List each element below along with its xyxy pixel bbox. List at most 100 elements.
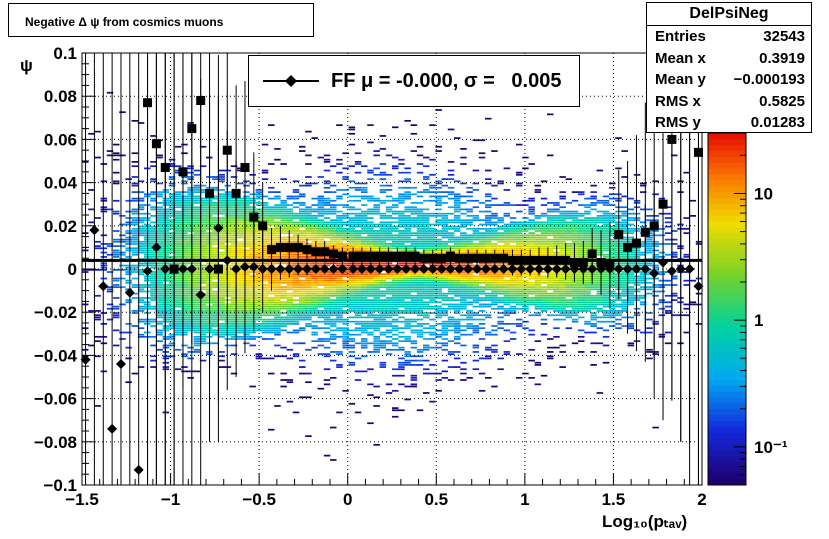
heat-cell (323, 225, 331, 228)
heat-cell (212, 243, 219, 245)
heat-cell (292, 307, 300, 310)
heat-cell (199, 340, 207, 343)
heat-cell (317, 262, 325, 265)
heat-cell (193, 184, 201, 187)
heat-cell (466, 210, 473, 213)
heat-cell (578, 247, 585, 250)
heat-cell (454, 299, 461, 301)
heat-cell (317, 215, 325, 217)
heat-cell (336, 215, 343, 217)
heat-cell (354, 292, 362, 295)
heat-cell (243, 184, 250, 187)
heat-cell (156, 269, 163, 271)
heat-cell (323, 243, 331, 245)
heat-cell (398, 286, 405, 289)
heat-cell (373, 208, 380, 211)
heat-cell (348, 262, 356, 265)
heat-cell (212, 329, 219, 332)
heat-cell (268, 320, 275, 323)
heat-cell (609, 251, 616, 254)
heat-cell (292, 234, 300, 237)
heat-cell (224, 184, 232, 187)
heat-cell (361, 301, 368, 304)
heat-cell (336, 204, 343, 206)
heat-cell (596, 392, 604, 394)
heat-cell (199, 223, 207, 226)
heat-cell (181, 297, 188, 299)
heat-cell (168, 176, 176, 178)
heat-cell (485, 223, 492, 226)
heat-cell (398, 374, 405, 377)
heat-cell (150, 227, 157, 230)
heat-cell (354, 182, 362, 185)
heat-cell (373, 286, 380, 289)
heat-cell (237, 327, 244, 330)
heat-cell (342, 305, 349, 308)
heat-cell (175, 230, 182, 232)
heat-cell (292, 253, 300, 256)
heat-cell (423, 217, 430, 219)
heat-cell (286, 256, 294, 258)
heat-cell (478, 247, 486, 250)
heat-cell (212, 256, 219, 258)
heat-cell (348, 361, 356, 364)
heat-cell (317, 227, 325, 230)
heat-cell (330, 184, 337, 187)
heat-cell (181, 236, 188, 239)
heat-cell (485, 195, 492, 198)
heat-cell (131, 271, 139, 273)
heat-cell (168, 344, 176, 347)
heat-cell (553, 208, 560, 211)
heat-cell (466, 240, 473, 243)
heat-cell (125, 243, 132, 245)
heat-cell (268, 223, 275, 226)
heat-cell (119, 111, 126, 114)
heat-cell (491, 333, 498, 336)
heat-cell (497, 225, 504, 228)
heat-cell (131, 217, 139, 219)
heat-cell (553, 238, 560, 241)
heat-cell (609, 249, 616, 252)
heat-cell (243, 281, 250, 284)
heat-cell (596, 234, 604, 237)
heat-cell (547, 208, 554, 211)
heat-cell (150, 307, 157, 310)
heat-cell (299, 297, 306, 299)
heat-cell (571, 299, 579, 301)
heat-cell (423, 292, 430, 295)
heat-cell (485, 247, 492, 250)
heat-cell (268, 329, 275, 332)
heat-cell (348, 303, 356, 306)
heat-cell (274, 206, 281, 209)
heat-cell (336, 294, 343, 297)
heat-cell (125, 269, 132, 271)
heat-cell (330, 281, 337, 284)
heat-cell (348, 243, 356, 245)
heat-cell (342, 335, 349, 338)
heat-cell (435, 221, 442, 224)
heat-cell (230, 327, 238, 330)
heat-cell (224, 269, 232, 271)
heat-cell (323, 297, 331, 299)
heat-cell (435, 215, 442, 217)
heat-cell (540, 303, 548, 306)
heat-cell (578, 303, 585, 306)
heat-cell (193, 266, 201, 269)
heat-cell (342, 301, 349, 304)
heat-cell (150, 335, 157, 338)
heat-cell (540, 215, 548, 217)
heat-cell (268, 310, 275, 312)
heat-cell (243, 323, 250, 325)
heat-cell (373, 338, 380, 340)
heat-cell (100, 335, 108, 338)
heat-cell (317, 353, 325, 355)
heat-cell (584, 234, 591, 237)
heat-cell (237, 318, 244, 321)
heat-cell (565, 284, 573, 286)
heat-cell (305, 176, 312, 178)
heat-cell (323, 210, 331, 213)
heat-cell (156, 191, 163, 193)
heat-cell (361, 344, 368, 347)
heat-cell (218, 245, 225, 247)
heat-cell (199, 199, 207, 202)
